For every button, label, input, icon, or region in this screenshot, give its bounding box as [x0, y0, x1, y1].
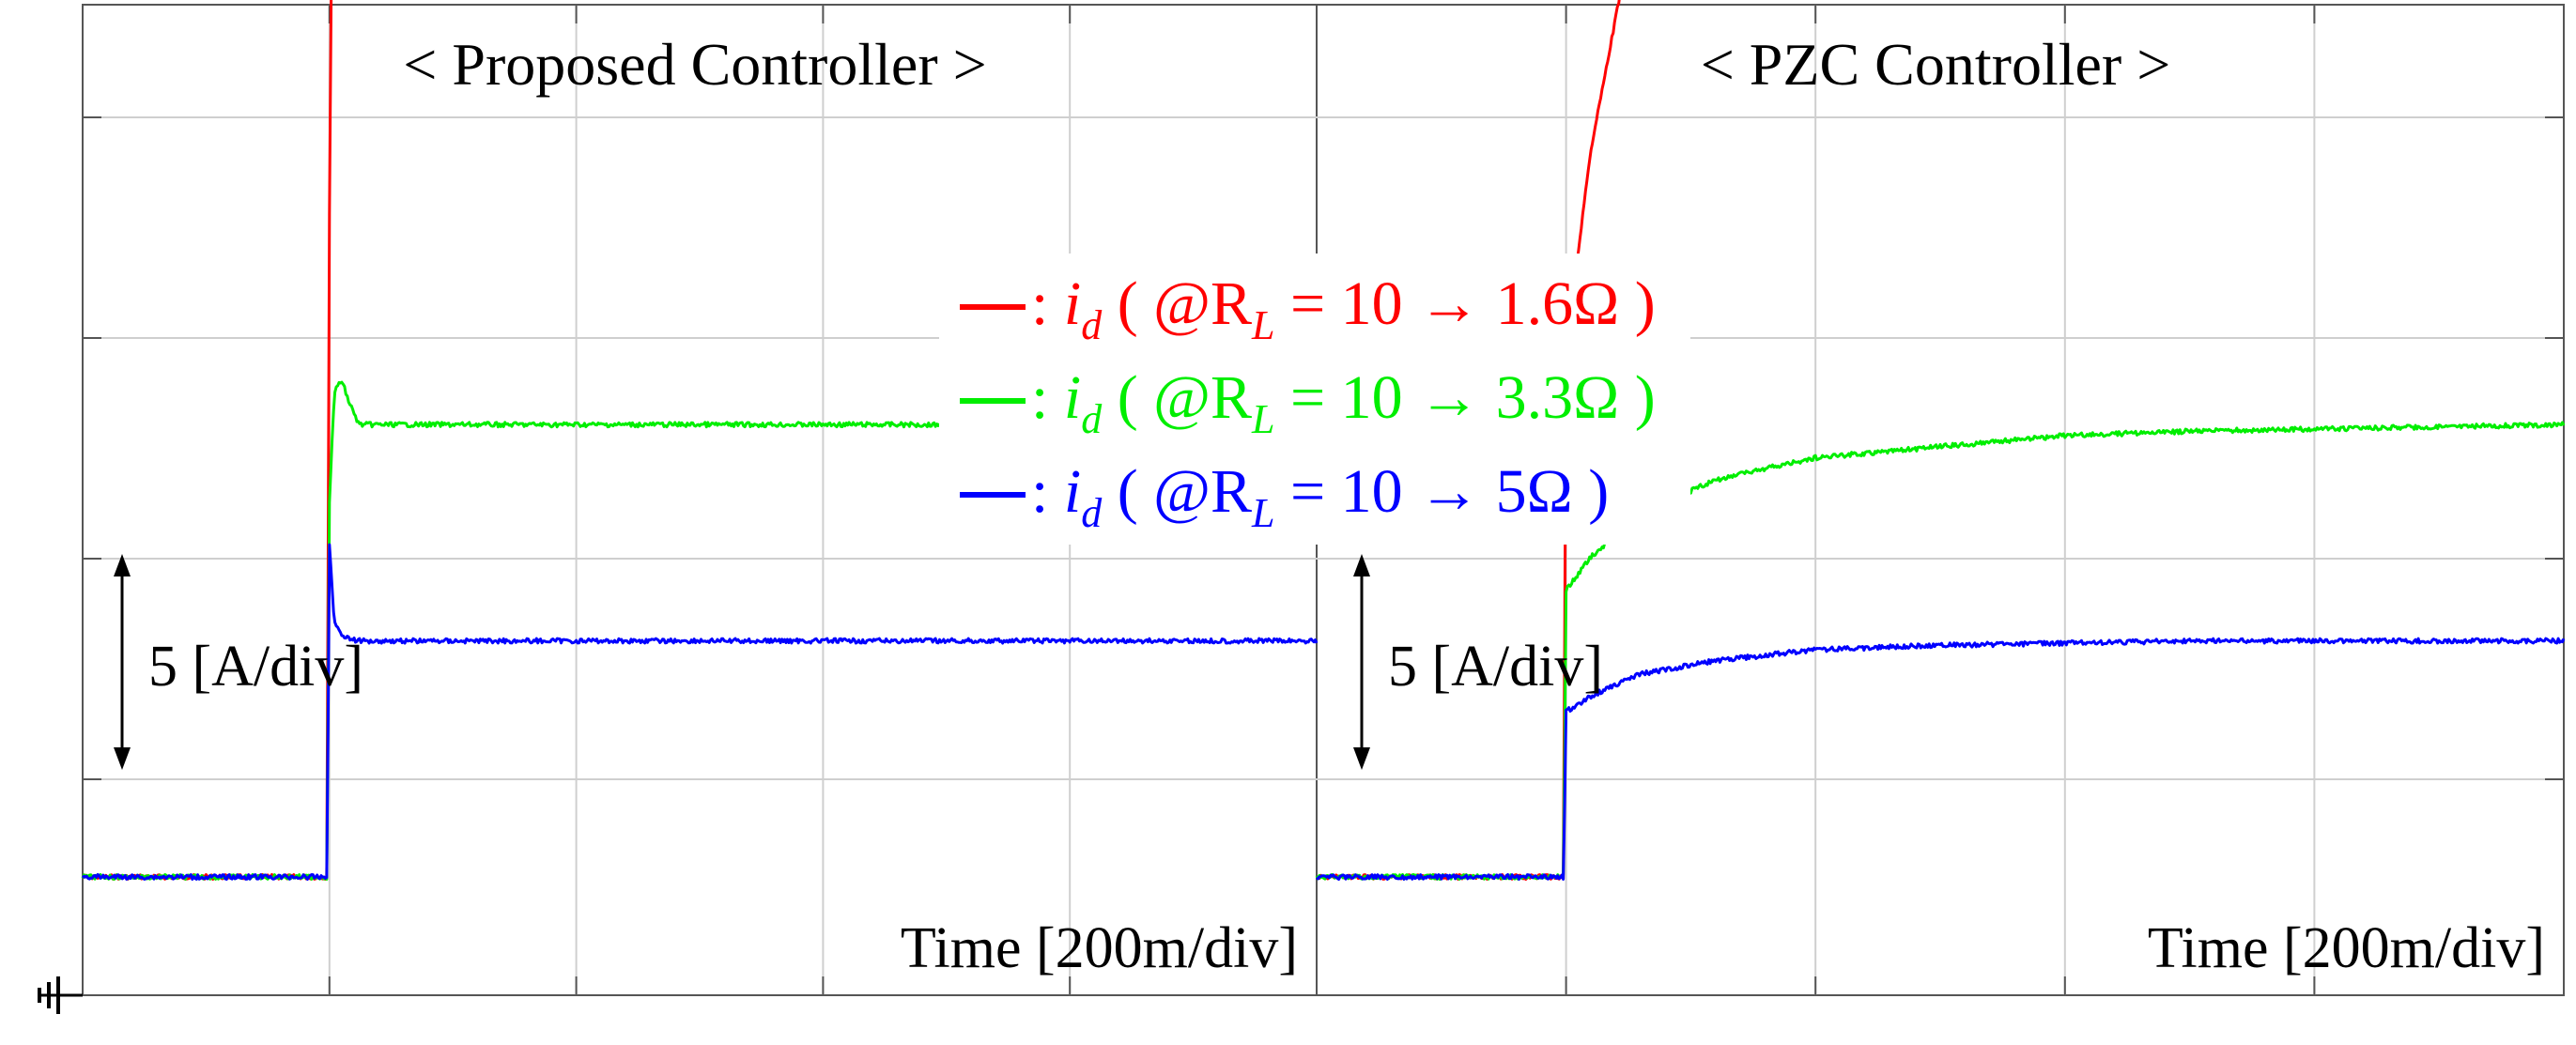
- legend: : id ( @RL = 10 → 1.6Ω ): id ( @RL = 10 …: [939, 254, 1690, 545]
- ground-icon: [38, 976, 83, 1014]
- panel-pzc-controller: < PZC Controller > 5 [A/div] Time [200m/di…: [1315, 0, 2566, 980]
- legend-entry-part: :: [1031, 457, 1064, 526]
- series-line: [1316, 637, 2566, 881]
- legend-entry-part: i: [1064, 363, 1081, 432]
- legend-entry-part: ): [1619, 269, 1655, 338]
- time-label: Time [200m/div]: [2148, 916, 2545, 980]
- scale-arrow-up-icon: [114, 554, 131, 576]
- series-line: [81, 543, 1319, 881]
- scale-label: 5 [A/div]: [148, 635, 363, 699]
- legend-entry: : id ( @RL = 10 → 3.3Ω ): [1031, 363, 1656, 442]
- scale-arrow-down-icon: [1353, 747, 1370, 770]
- legend-entry-part: ): [1619, 363, 1655, 432]
- legend-entry-part: :: [1031, 363, 1064, 432]
- legend-entry-part: d: [1081, 396, 1103, 442]
- scale-arrow-up-icon: [1353, 554, 1370, 576]
- chart-title: < PZC Controller >: [1701, 31, 2171, 98]
- scale-arrow-down-icon: [114, 747, 131, 770]
- legend-entry-part: ( @R: [1102, 363, 1252, 432]
- legend-entry-part: d: [1081, 490, 1103, 536]
- chart-title: < Proposed Controller >: [403, 31, 986, 98]
- panel-proposed-controller: < Proposed Controller > 5 [A/div] Time [20…: [81, 0, 1319, 980]
- legend-entry: : id ( @RL = 10 → 1.6Ω ): [1031, 269, 1656, 348]
- legend-entry-part: L: [1251, 396, 1274, 442]
- legend-entry: : id ( @RL = 10 → 5Ω ): [1031, 457, 1609, 536]
- legend-entry-part: = 10 → 5Ω: [1274, 457, 1572, 526]
- legend-entry-part: = 10 → 1.6Ω: [1274, 269, 1619, 338]
- legend-entry-part: = 10 → 3.3Ω: [1274, 363, 1619, 432]
- plot-border: [82, 4, 2565, 996]
- legend-entry-part: ( @R: [1102, 269, 1252, 338]
- scale-label: 5 [A/div]: [1388, 635, 1603, 699]
- plot-frame: [82, 4, 2565, 996]
- legend-entry-part: i: [1064, 457, 1081, 526]
- legend-entry-part: L: [1251, 490, 1274, 536]
- time-label: Time [200m/div]: [901, 916, 1298, 980]
- legend-entry-part: d: [1081, 302, 1103, 348]
- legend-background: [939, 254, 1690, 545]
- legend-entry-part: ( @R: [1102, 457, 1252, 526]
- legend-entry-part: i: [1064, 269, 1081, 338]
- legend-entry-part: :: [1031, 269, 1064, 338]
- legend-entry-part: ): [1573, 457, 1609, 526]
- legend-entry-part: L: [1251, 302, 1274, 348]
